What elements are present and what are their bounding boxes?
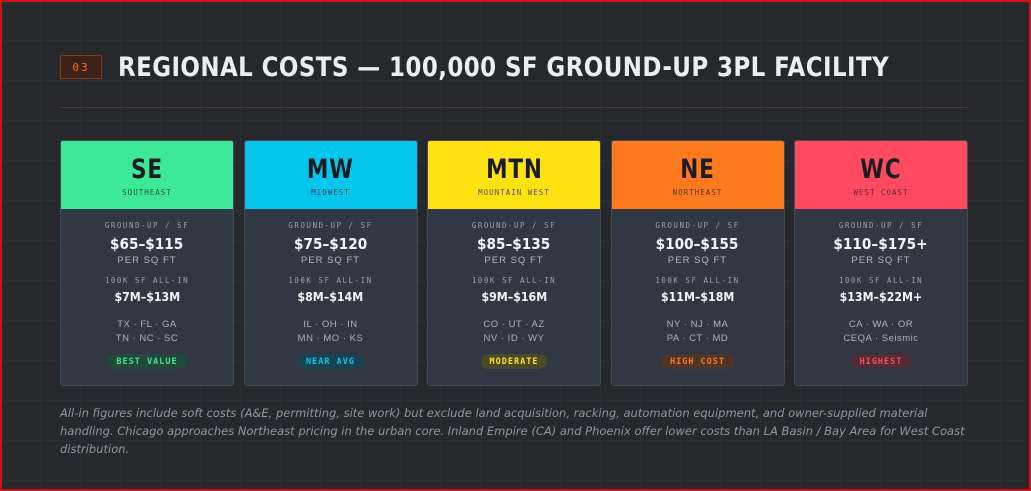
region-code: WC [860,153,902,185]
price-per-sf: $110–$175+ [833,235,929,253]
per-sf-label: PER SQ FT [117,255,177,266]
states-line-2: PA · CT · MD [666,333,729,344]
all-in-label: 100K SF All-in [655,276,740,285]
card-header: MTN Mountain West [428,141,600,209]
price-per-sf: $65–$115 [110,235,184,253]
states-line-1: CA · WA · OR [848,319,914,330]
page-title: REGIONAL COSTS — 100,000 SF GROUND-UP 3P… [118,51,890,83]
price-per-sf: $100–$155 [656,235,739,253]
region-cards: SE Southeast Ground-up / SF $65–$115 PER… [60,140,968,386]
region-card-ne: NE Northeast Ground-up / SF $100–$155 PE… [610,140,785,386]
per-sf-label: PER SQ FT [484,255,544,266]
ground-up-label: Ground-up / SF [471,221,557,230]
region-card-mtn: MTN Mountain West Ground-up / SF $85–$13… [427,140,601,386]
all-in-label: 100K SF All-in [838,276,924,285]
states-line-1: TX · FL · GA [117,319,177,330]
card-header: NE Northeast [611,141,784,209]
ground-up-label: Ground-up / SF [104,221,190,230]
all-in-cost: $8M–$14M [297,289,364,304]
region-name: Northeast [672,187,723,197]
states-line-2: CEQA · Seismic [843,333,919,344]
price-per-sf: $85–$135 [477,235,551,253]
status-badge: HIGH COST [660,354,735,369]
states-line-1: IL · OH · IN [303,319,358,330]
region-name: West Coast [853,187,909,197]
per-sf-label: PER SQ FT [667,255,728,266]
region-name: Southeast [122,187,172,197]
per-sf-label: PER SQ FT [300,255,361,266]
region-code: MW [307,153,354,185]
status-badge: MODERATE [480,354,548,369]
status-badge: NEAR AVG [297,354,364,369]
all-in-cost: $9M–$16M [481,289,547,304]
all-in-cost: $7M–$13M [114,289,180,304]
states-line-2: NV · ID · WY [483,333,545,344]
states-line-1: NY · NJ · MA [666,319,729,330]
section-header: 03 REGIONAL COSTS — 100,000 SF GROUND-UP… [60,50,1025,84]
section-number-badge: 03 [60,55,102,79]
states-line-1: CO · UT · AZ [483,319,545,330]
region-card-mw: MW Midwest Ground-up / SF $75–$120 PER S… [243,140,418,386]
region-code: SE [131,153,163,185]
region-code: NE [680,153,715,185]
card-header: SE Southeast [61,141,233,209]
ground-up-label: Ground-up / SF [838,221,924,230]
region-card-se: SE Southeast Ground-up / SF $65–$115 PER… [60,140,234,386]
header-divider [60,107,968,108]
status-badge: HIGHEST [850,354,912,369]
region-code: MTN [485,153,543,185]
footnote: All-in figures include soft costs (A&E, … [60,406,965,456]
states-line-2: TN · NC · SC [115,333,179,344]
per-sf-label: PER SQ FT [851,255,911,266]
all-in-cost: $11M–$18M [660,289,735,304]
states-line-2: MN · MO · KS [297,333,364,344]
ground-up-label: Ground-up / SF [288,221,373,230]
all-in-label: 100K SF All-in [471,276,557,285]
all-in-label: 100K SF All-in [288,276,373,285]
card-header: MW Midwest [244,141,417,209]
status-badge: BEST VALUE [107,354,187,369]
price-per-sf: $75–$120 [293,235,368,253]
region-name: Midwest [311,187,350,197]
ground-up-label: Ground-up / SF [655,221,740,230]
card-header: WC West Coast [795,141,967,209]
region-card-wc: WC West Coast Ground-up / SF $110–$175+ … [794,140,968,386]
all-in-label: 100K SF All-in [104,276,190,285]
region-name: Mountain West [478,187,550,197]
all-in-cost: $13M–$22M+ [839,289,923,304]
